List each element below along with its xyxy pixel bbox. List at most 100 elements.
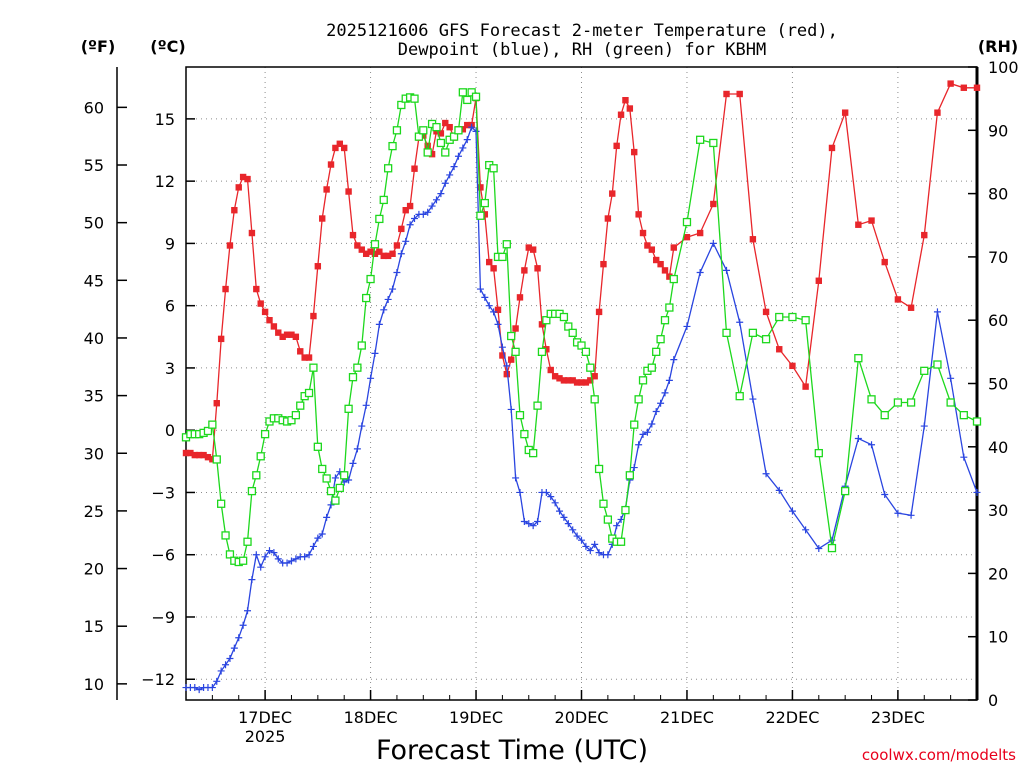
dewpoint-point: [485, 302, 493, 310]
rh-point: [867, 395, 876, 404]
temperature-point: [358, 246, 365, 253]
temperature-point: [573, 379, 581, 386]
rh-point: [652, 347, 661, 357]
rh-point: [458, 88, 468, 97]
dewpoint-point: [345, 476, 353, 484]
dewpoint-point: [960, 453, 968, 461]
temperature-point: [380, 252, 387, 260]
temperature-point: [182, 449, 190, 457]
y-tick-f: 25: [84, 502, 104, 521]
rh-point: [432, 122, 441, 132]
dewpoint-point: [389, 285, 397, 293]
temperature-point: [635, 211, 642, 218]
rh-point: [480, 198, 489, 208]
dewpoint-point: [868, 441, 876, 449]
unit-fahrenheit: (ºF): [81, 37, 116, 56]
temperature-point: [239, 173, 247, 181]
dewpoint-point: [375, 320, 383, 328]
temperature-point: [604, 215, 612, 222]
temperature-point: [244, 175, 251, 183]
dewpoint-point: [411, 215, 419, 223]
temperature-point: [609, 190, 616, 197]
temperature-point: [376, 248, 383, 255]
temperature-point: [428, 150, 436, 158]
rh-point: [722, 328, 731, 338]
temperature-point: [187, 449, 194, 457]
rh-point: [256, 452, 265, 461]
dewpoint-point: [723, 266, 731, 274]
temperature-point: [762, 308, 770, 316]
temperature-point: [696, 229, 704, 237]
dewpoint-point: [933, 308, 941, 316]
dewpoint-point: [542, 488, 550, 496]
rh-point: [533, 401, 542, 410]
temperature-point: [217, 335, 225, 343]
dewpoint-point: [709, 239, 717, 247]
y-tick-rh: 80: [988, 185, 1008, 204]
rh-point: [463, 95, 472, 105]
dewpoint-point: [749, 395, 757, 403]
temperature-point: [525, 244, 532, 251]
dewpoint-point: [907, 511, 915, 519]
rh-point: [621, 505, 630, 515]
y-tick-c: −6: [151, 546, 175, 565]
dewpoint-point: [441, 179, 449, 187]
y-tick-c: 15: [155, 110, 175, 129]
temperature-point: [494, 306, 502, 314]
y-tick-f: 10: [84, 675, 104, 694]
dewpoint-point: [270, 549, 278, 557]
dewpoint-point: [476, 285, 484, 293]
temperature-point: [288, 331, 295, 338]
temperature-point: [631, 148, 638, 156]
rh-point: [217, 499, 226, 508]
y-tick-rh: 100: [988, 58, 1019, 77]
temperature-point: [200, 451, 207, 459]
rh-point: [542, 316, 551, 325]
temperature-point: [657, 260, 664, 268]
rh-point: [331, 496, 340, 505]
temperature-point: [336, 140, 344, 147]
temperature-point: [319, 215, 326, 222]
temperature-point: [543, 346, 550, 353]
dewpoint-point: [305, 551, 313, 559]
rh-point: [920, 366, 929, 375]
dewpoint-point: [358, 422, 366, 430]
rh-point: [260, 429, 270, 439]
temperature-point: [582, 379, 590, 386]
rh-point: [370, 240, 380, 249]
dewpoint-point: [226, 654, 234, 662]
dewpoint-point: [454, 152, 462, 160]
dewpoint-point: [503, 362, 511, 370]
rh-point: [581, 347, 591, 357]
dewpoint-point: [661, 389, 669, 397]
rh-point: [326, 486, 336, 496]
dewpoint-point: [854, 434, 862, 442]
rh-point: [630, 420, 639, 429]
temperature-point: [529, 246, 537, 253]
temperature-point: [442, 119, 449, 127]
x-tick: 23DEC: [871, 708, 925, 727]
rh-point: [476, 211, 485, 220]
temperature-point: [921, 231, 928, 239]
rh-point: [709, 138, 718, 148]
temperature-point: [749, 236, 757, 243]
rh-point: [959, 410, 968, 420]
temperature-point: [226, 242, 234, 249]
dewpoint-point: [564, 520, 572, 528]
dewpoint-point: [529, 522, 537, 530]
dewpoint-point: [424, 208, 432, 216]
temperature-point: [556, 375, 563, 382]
y-tick-f: 30: [84, 444, 104, 463]
temperature-point: [683, 233, 691, 241]
y-tick-c: 0: [165, 421, 175, 440]
temperature-point: [275, 329, 282, 336]
rh-point: [946, 398, 955, 407]
rh-point: [590, 395, 599, 404]
rh-point: [854, 354, 863, 363]
temperature-point: [617, 111, 625, 118]
temperature-point: [512, 325, 519, 332]
dewpoint-point: [222, 661, 230, 669]
y-tick-f: 60: [84, 98, 104, 117]
dewpoint-point: [815, 544, 823, 552]
temperature-point: [736, 90, 743, 98]
